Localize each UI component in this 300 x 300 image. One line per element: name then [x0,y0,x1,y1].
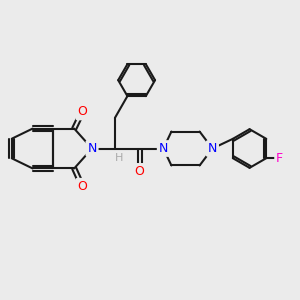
Text: O: O [135,165,145,178]
Text: N: N [208,142,217,155]
Text: F: F [276,152,283,165]
Text: H: H [115,153,124,163]
Text: O: O [77,106,87,118]
Text: N: N [159,142,168,155]
Text: N: N [87,142,97,155]
Text: O: O [77,180,87,193]
